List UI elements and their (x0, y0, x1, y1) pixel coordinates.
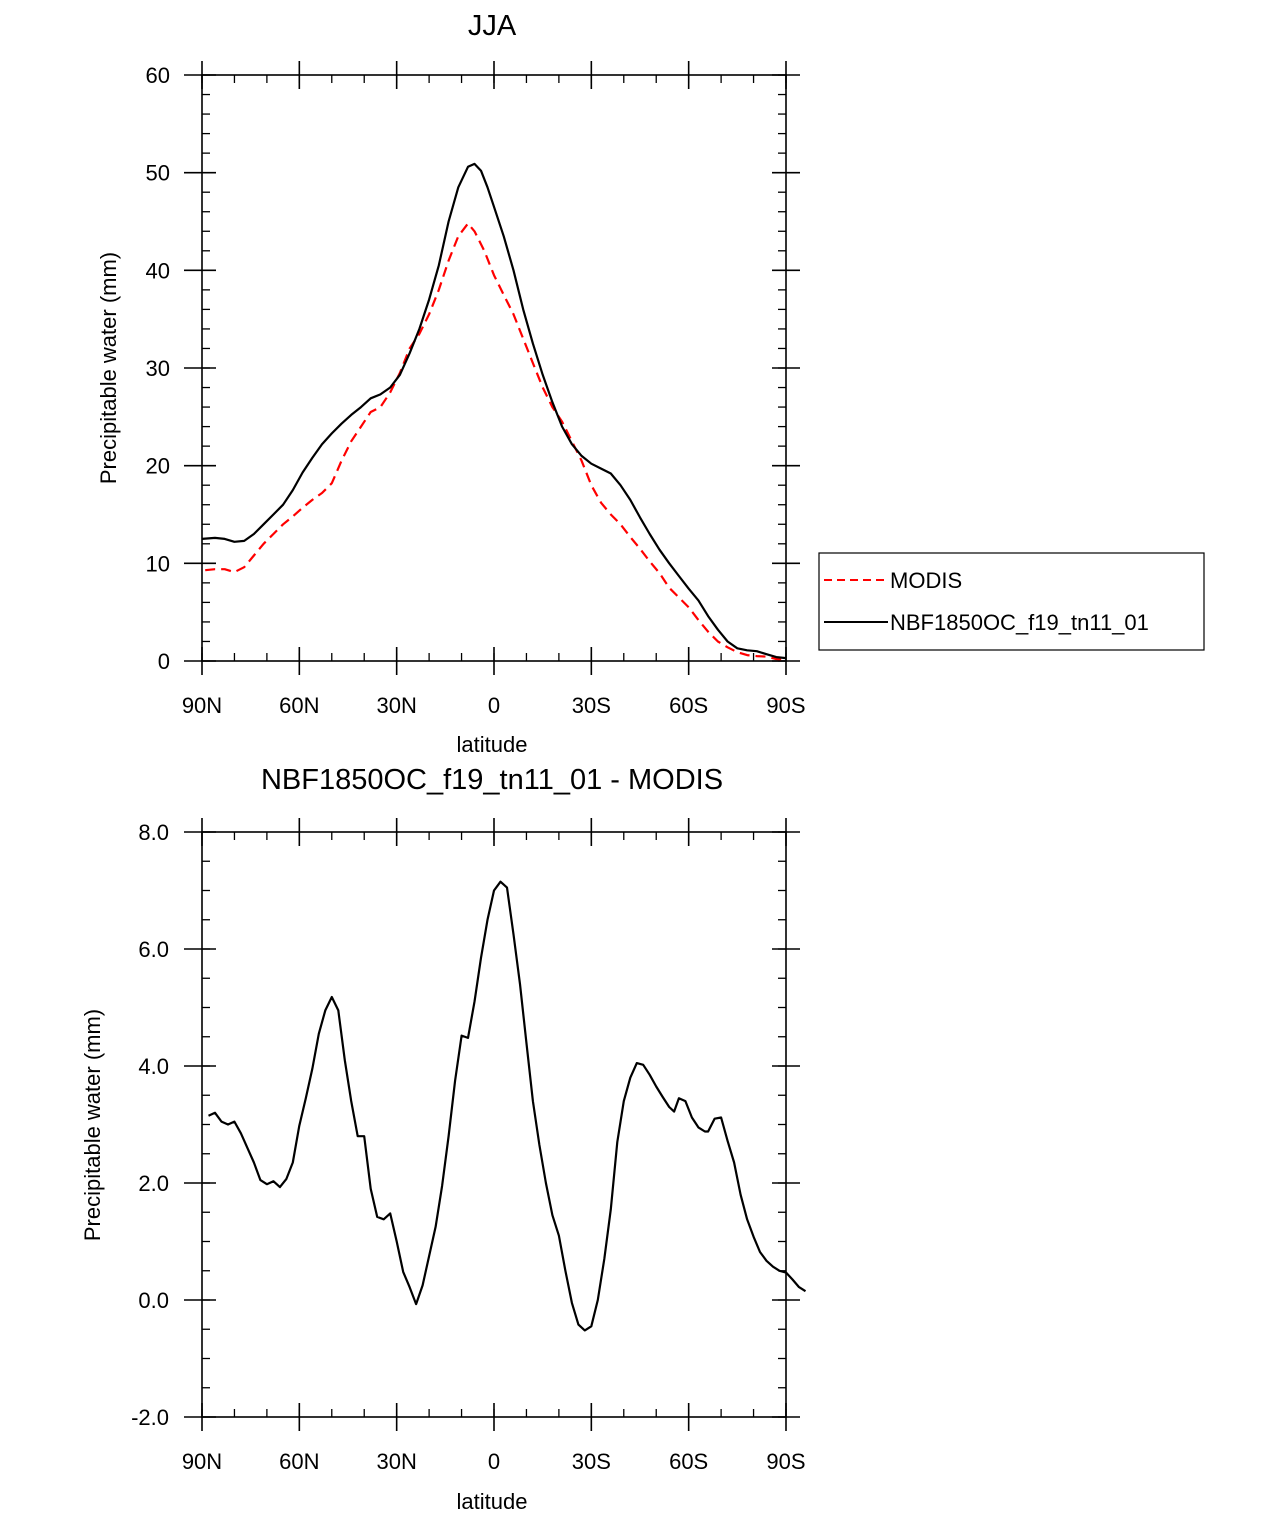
x-tick-label: 60S (669, 693, 708, 718)
y-tick-label: 8.0 (138, 820, 169, 845)
y-tick-labels: 0 10 20 30 40 50 60 (146, 63, 170, 674)
plot-frame (201, 831, 787, 1418)
y-tick-label: 2.0 (138, 1171, 169, 1196)
x-tick-label: 30N (376, 693, 416, 718)
y-tick-label: -2.0 (131, 1405, 169, 1430)
series-line-0 (208, 880, 807, 1332)
x-tick-label: 90N (182, 693, 222, 718)
y-tick-labels: -2.0 0.0 2.0 4.0 6.0 8.0 (131, 820, 169, 1430)
axes-ticks (184, 818, 800, 1431)
y-tick-label: 50 (146, 161, 170, 186)
y-tick-label: 20 (146, 454, 170, 479)
legend-entry-model: NBF1850OC_f19_tn11_01 (890, 610, 1149, 635)
x-tick-label: 0 (488, 693, 500, 718)
x-tick-label: 90S (766, 1449, 805, 1474)
y-tick-label: 0.0 (138, 1288, 169, 1313)
y-axis-label: Precipitable water (mm) (80, 1009, 105, 1241)
x-tick-label: 0 (488, 1449, 500, 1474)
chart-title: JJA (468, 10, 517, 42)
y-tick-label: 6.0 (138, 937, 169, 962)
x-tick-label: 60S (669, 1449, 708, 1474)
x-tick-label: 30S (572, 1449, 611, 1474)
chart-title: NBF1850OC_f19_tn11_01 - MODIS (261, 764, 723, 796)
y-tick-label: 40 (146, 258, 170, 283)
y-tick-label: 60 (146, 63, 170, 88)
x-tick-label: 60N (279, 1449, 319, 1474)
y-tick-label: 30 (146, 356, 170, 381)
series-line-1 (201, 162, 787, 660)
series-lines (208, 880, 807, 1332)
legend: MODIS NBF1850OC_f19_tn11_01 (818, 552, 1205, 651)
x-tick-label: 60N (279, 693, 319, 718)
axes-ticks (184, 61, 800, 675)
series-line-0 (205, 222, 787, 662)
x-tick-labels: 90N 60N 30N 0 30S 60S 90S (182, 1449, 806, 1474)
y-tick-label: 0 (158, 649, 170, 674)
x-axis-label: latitude (457, 732, 528, 757)
plot-frame (201, 74, 787, 662)
panel-top: JJA 0 10 20 30 40 50 60 90N 60N 30N 0 30S 60S 90S la… (96, 10, 1205, 757)
x-tick-label: 90S (766, 693, 805, 718)
legend-entry-modis: MODIS (890, 568, 962, 593)
x-tick-labels: 90N 60N 30N 0 30S 60S 90S (182, 693, 806, 718)
x-tick-label: 90N (182, 1449, 222, 1474)
x-tick-label: 30N (376, 1449, 416, 1474)
y-tick-label: 10 (146, 551, 170, 576)
x-axis-label: latitude (457, 1489, 528, 1514)
y-axis-label: Precipitable water (mm) (96, 252, 121, 484)
legend-box (818, 552, 1205, 651)
series-lines (201, 162, 787, 662)
panel-bottom: NBF1850OC_f19_tn11_01 - MODIS -2.0 0.0 2.0… (80, 764, 807, 1514)
y-tick-label: 4.0 (138, 1054, 169, 1079)
x-tick-label: 30S (572, 693, 611, 718)
